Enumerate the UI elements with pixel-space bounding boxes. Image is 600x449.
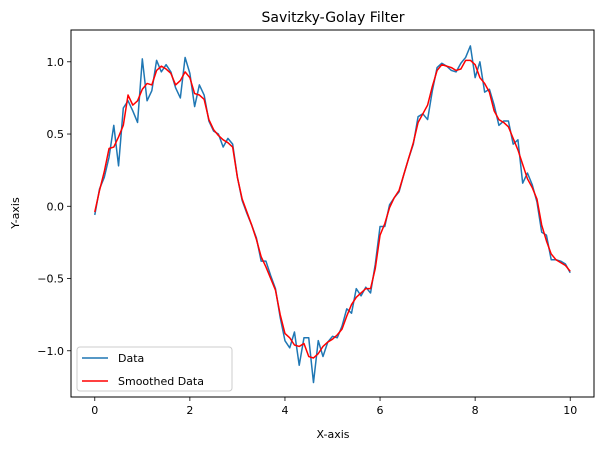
y-tick-label: 0.0: [47, 200, 65, 213]
y-tick-label: −1.0: [37, 345, 64, 358]
x-tick-label: 8: [472, 404, 479, 417]
series-line-smoothed-data: [94, 59, 571, 359]
legend: Data Smoothed Data: [76, 346, 233, 392]
y-axis-label: Y-axis: [9, 197, 22, 230]
x-axis-label: X-axis: [317, 428, 350, 441]
x-tick-label: 2: [186, 404, 193, 417]
x-tick-label: 0: [91, 404, 98, 417]
plot-area: [71, 30, 594, 397]
x-tick-label: 4: [281, 404, 288, 417]
legend-label-data: Data: [118, 352, 144, 365]
x-tick-label: 10: [563, 404, 577, 417]
y-tick-label: 1.0: [47, 56, 65, 69]
y-axis-ticks: −1.0 −0.5 0.0 0.5 1.0: [37, 56, 71, 358]
series-layer: [94, 45, 571, 384]
y-tick-label: −0.5: [37, 273, 64, 286]
x-tick-label: 6: [377, 404, 384, 417]
chart-title: Savitzky-Golay Filter: [262, 10, 405, 26]
x-axis-ticks: 0 2 4 6 8 10: [91, 397, 577, 417]
y-tick-label: 0.5: [47, 128, 65, 141]
legend-box: [76, 346, 233, 392]
plot-frame: [70, 29, 595, 398]
legend-label-smoothed-data: Smoothed Data: [118, 375, 204, 388]
